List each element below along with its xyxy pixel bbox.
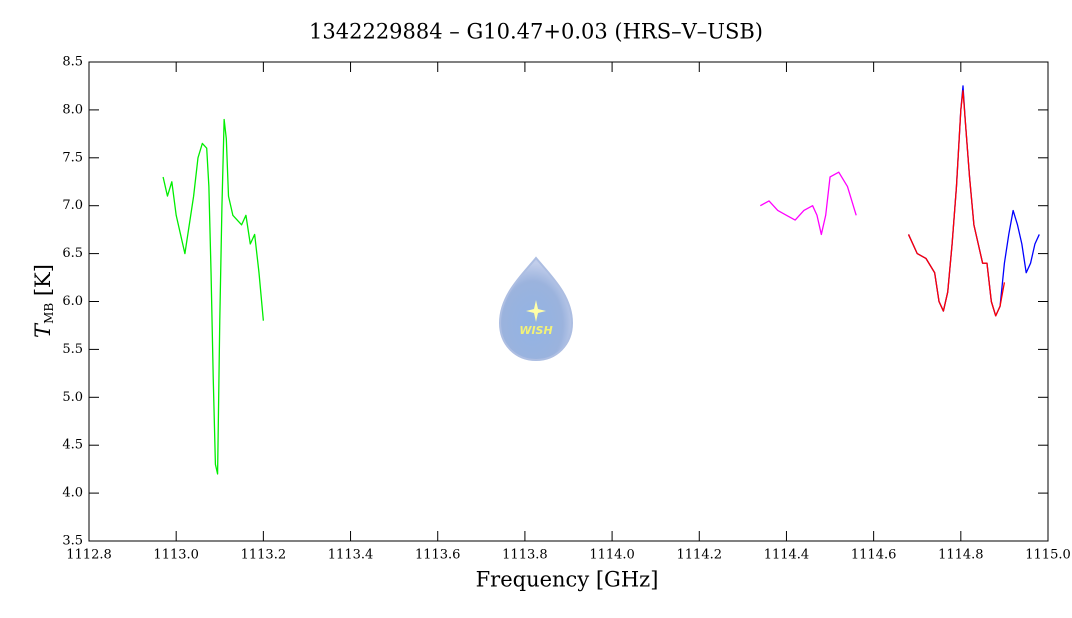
x-tick-label: 1114.0 (589, 548, 635, 563)
y-tick-label: 3.5 (62, 534, 83, 549)
y-axis-label: TMB [K] (31, 264, 56, 338)
x-tick-label: 1113.4 (328, 548, 374, 563)
y-tick-label: 4.5 (62, 438, 83, 453)
x-axis-label: Frequency [GHz] (476, 568, 659, 592)
spectrum-line (907, 90, 1006, 317)
y-axis-label-symbol: T (31, 322, 55, 338)
y-axis-label-sub: MB (42, 303, 56, 324)
spectrum-line (907, 85, 1040, 317)
x-tick-label: 1113.2 (241, 548, 287, 563)
x-tick-label: 1114.6 (851, 548, 897, 563)
x-tick-label: 1114.4 (764, 548, 810, 563)
y-tick-label: 8.0 (62, 102, 83, 117)
y-axis-label-unit: [K] (31, 264, 55, 303)
x-tick-label: 1112.8 (66, 548, 112, 563)
x-tick-label: 1113.6 (415, 548, 461, 563)
y-tick-label: 7.5 (62, 150, 83, 165)
x-tick-label: 1113.8 (502, 548, 548, 563)
y-tick-label: 7.0 (62, 198, 83, 213)
y-tick-label: 5.0 (62, 390, 83, 405)
x-tick-label: 1115.0 (1025, 548, 1071, 563)
y-tick-label: 8.5 (62, 55, 83, 70)
logo-star (526, 300, 546, 322)
x-tick-label: 1113.0 (153, 548, 199, 563)
logo: WISH (498, 256, 574, 362)
chart-title: 1342229884 – G10.47+0.03 (HRS–V–USB) (309, 20, 763, 44)
logo-text: WISH (519, 324, 552, 337)
y-tick-label: 5.5 (62, 342, 83, 357)
y-tick-label: 6.0 (62, 294, 83, 309)
y-tick-label: 6.5 (62, 246, 83, 261)
x-tick-label: 1114.8 (938, 548, 984, 563)
y-tick-label: 4.0 (62, 486, 83, 501)
x-tick-label: 1114.2 (677, 548, 723, 563)
spectrum-line (759, 171, 857, 236)
spectrum-line (162, 118, 265, 475)
